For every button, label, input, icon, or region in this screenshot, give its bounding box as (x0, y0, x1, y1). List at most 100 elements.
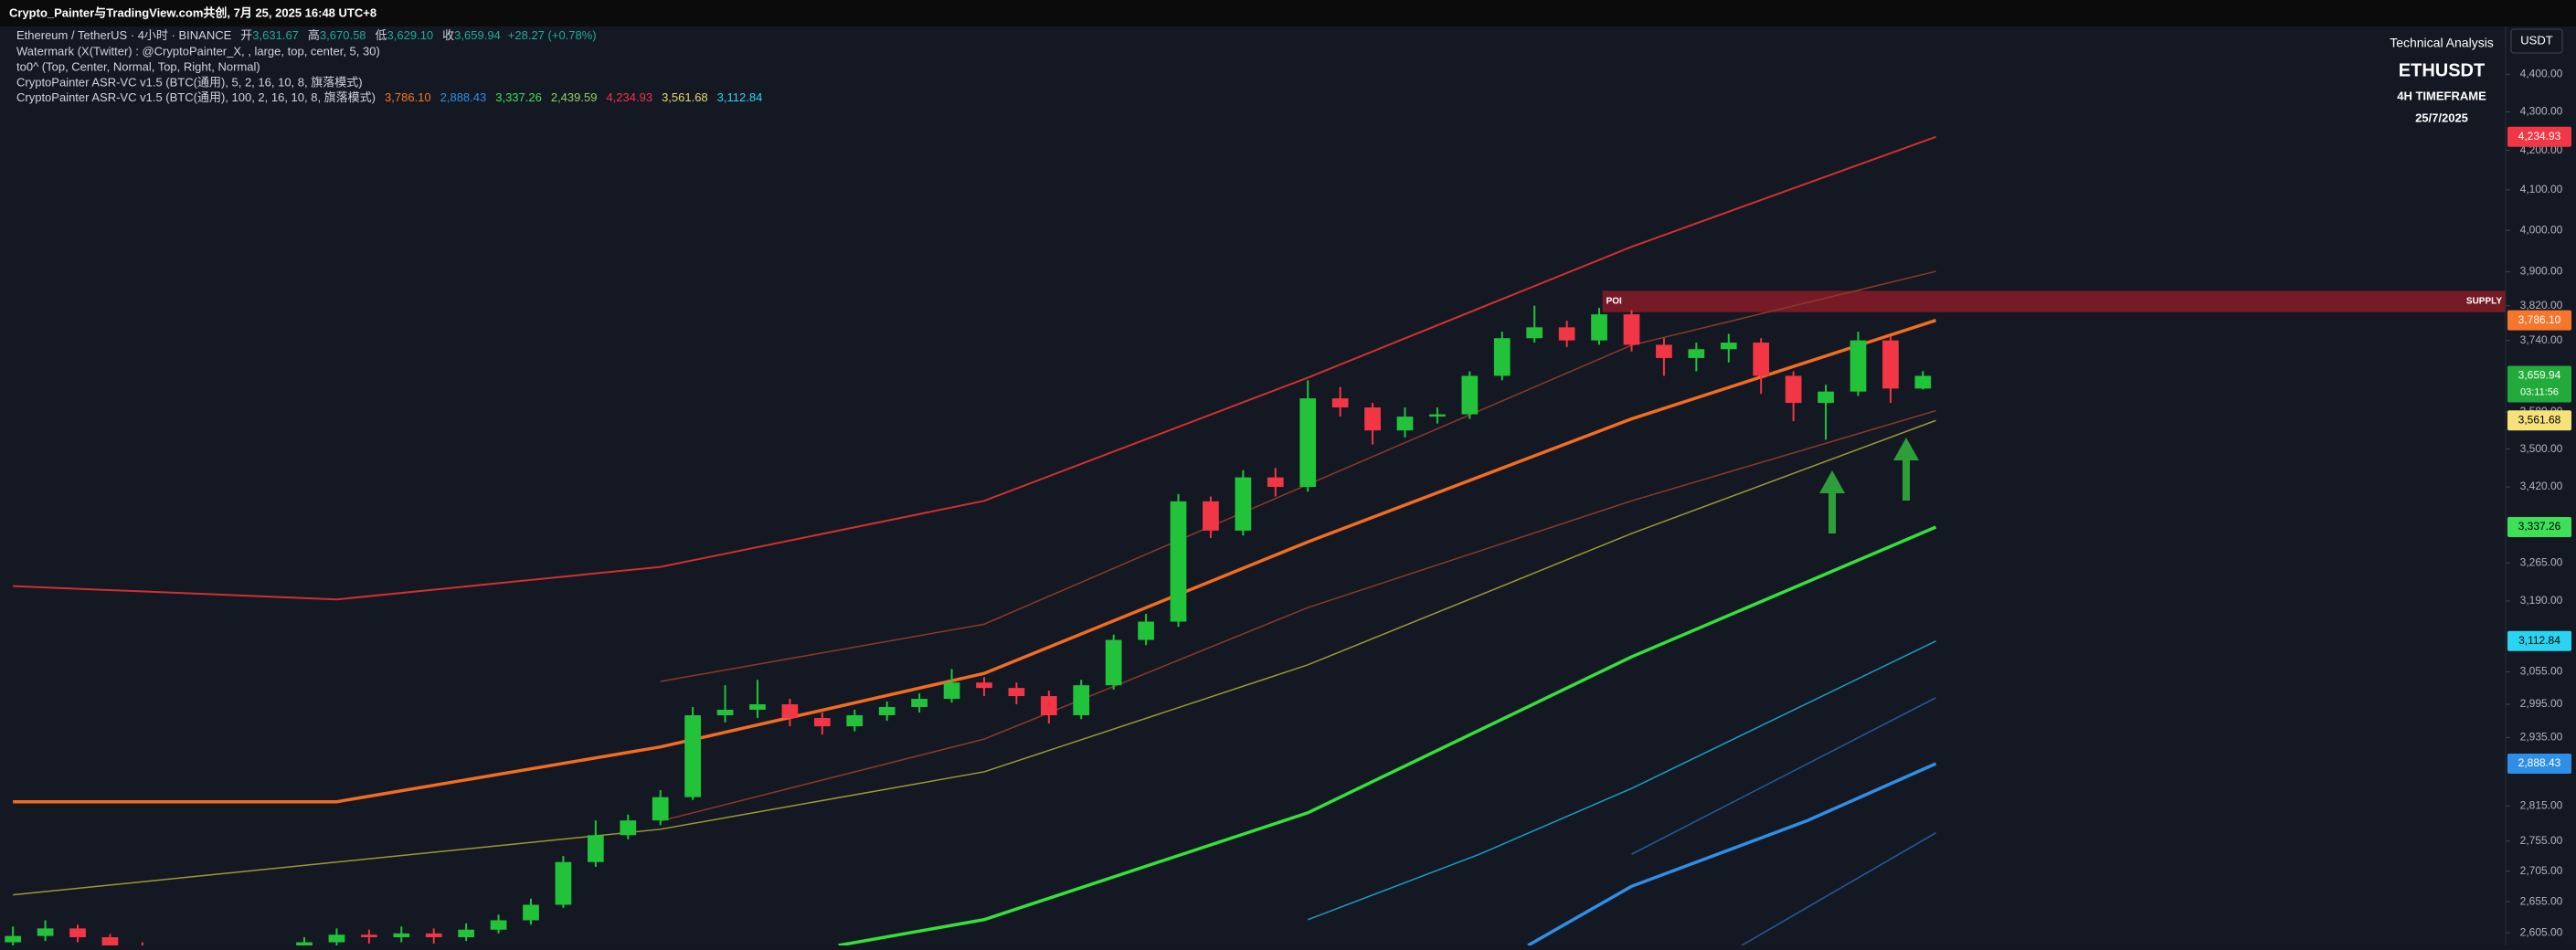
candle-body (620, 820, 637, 836)
price-tag-label: 3,786.10 (2518, 313, 2561, 326)
candle-body (846, 715, 864, 727)
change: +28.27 (+0.78%) (508, 28, 597, 42)
candle-body (1299, 398, 1317, 488)
header: Crypto_Painter与TradingView.com共创, 7月 25,… (9, 5, 376, 19)
indicator-line (1631, 697, 1936, 855)
y-tick-label: 2,935.00 (2520, 730, 2563, 743)
candle-body (1429, 414, 1446, 417)
legend-indicator: CryptoPainter ASR-VC v1.5 (BTC(通用), 100,… (16, 90, 762, 104)
candle-body (490, 920, 507, 930)
y-tick-label: 3,055.00 (2520, 665, 2563, 678)
price-tag (2507, 516, 2571, 537)
info-timeframe: 4H TIMEFRAME (2397, 89, 2486, 102)
arrow (1893, 438, 1919, 501)
indicator-line (13, 319, 1937, 804)
y-tick-label: 2,705.00 (2520, 864, 2563, 877)
candle-body (1105, 639, 1122, 686)
candle-body (1138, 621, 1154, 640)
arrow (1819, 470, 1845, 533)
y-tick-label: 4,400.00 (2520, 67, 2563, 79)
candle-body (1170, 501, 1187, 622)
y-tick-label: 2,995.00 (2520, 697, 2563, 710)
y-tick-label: 3,900.00 (2520, 265, 2563, 278)
candle-body (1882, 340, 1899, 389)
indicator-value: 3,561.68 (662, 90, 708, 104)
info-symbol: ETHUSDT (2399, 60, 2485, 80)
candle-body (425, 933, 442, 938)
candle-body (101, 937, 119, 945)
candle-body (1656, 344, 1672, 358)
supply-zone (1602, 290, 2506, 312)
y-tick-label: 3,500.00 (2520, 442, 2563, 455)
price-tag (2507, 630, 2571, 651)
legend-main: Ethereum / TetherUS · 4小时 · BINANCE 开3,63… (16, 28, 597, 42)
indicator-value: 4,234.93 (606, 90, 652, 104)
candle-body (1396, 417, 1414, 431)
price-tag-label: 3,337.26 (2518, 520, 2561, 533)
indicator-name: CryptoPainter ASR-VC v1.5 (BTC(通用), 100,… (16, 90, 376, 104)
countdown: 03:11:56 (2520, 386, 2559, 397)
legend-line: Watermark (X(Twitter) : @CryptoPainter_X… (16, 44, 380, 58)
plot-area: POI SUPPLY (5, 135, 2506, 945)
y-tick-label: 3,190.00 (2520, 594, 2563, 607)
candle-body (813, 718, 831, 727)
price-tag (2507, 126, 2571, 147)
candle-body (1235, 477, 1252, 531)
currency[interactable]: USDT (2520, 33, 2552, 47)
candle-body (1591, 314, 1607, 341)
price-tag-label: 3,561.68 (2518, 413, 2561, 426)
indicator-line (13, 135, 1936, 601)
y-tick-label: 3,265.00 (2520, 555, 2563, 568)
y-tick-label: 2,755.00 (2520, 834, 2563, 847)
ohlc-value: 3,659.94 (454, 28, 501, 42)
ohlc-key: 开 (240, 28, 252, 42)
zone-label: SUPPLY (2466, 297, 2502, 307)
legend-line: CryptoPainter ASR-VC v1.5 (BTC(通用), 5, 2… (16, 75, 363, 89)
price-tag-label: 3,659.94 (2518, 369, 2561, 382)
ohlc-key: 收 (442, 28, 454, 42)
indicator-line (1527, 762, 1937, 945)
candle-body (69, 928, 86, 938)
candle-body (1008, 688, 1025, 697)
candle-body (1720, 343, 1737, 350)
price-tag (2507, 310, 2571, 331)
price-tag (2507, 753, 2571, 774)
indicator-value: 3,112.84 (717, 90, 763, 104)
ohlc-value: 3,631.67 (252, 28, 299, 42)
candle-body (943, 682, 960, 700)
candle-body (1818, 391, 1834, 404)
candle-body (1688, 349, 1705, 358)
info-title: Technical Analysis (2390, 36, 2494, 50)
candle-body (749, 704, 766, 710)
candle-body (1850, 340, 1867, 392)
candle-body (328, 934, 345, 943)
y-tick-label: 4,300.00 (2520, 105, 2563, 118)
candle-body (361, 934, 377, 938)
candle-body (1558, 327, 1575, 341)
currency-box[interactable] (2510, 28, 2563, 54)
price-tag-label: 3,112.84 (2518, 634, 2560, 647)
y-tick-label: 2,815.00 (2520, 798, 2563, 811)
candle-body (1203, 501, 1219, 531)
ohlc-key: 低 (376, 28, 387, 42)
candle-body (1493, 338, 1511, 376)
price-tag-label: 2,888.43 (2518, 756, 2561, 769)
ohlc-key: 高 (308, 28, 320, 42)
indicator-value: 3,786.10 (385, 90, 431, 104)
candle-body (5, 935, 22, 943)
y-tick-label: 4,000.00 (2520, 223, 2563, 236)
candle-body (878, 706, 896, 716)
header-bar (0, 0, 2576, 26)
indicator-line (838, 525, 1937, 945)
legend-symbol: Ethereum / TetherUS · 4小时 · BINANCE (16, 28, 232, 42)
candle-body (781, 704, 799, 719)
ohlc-value: 3,670.58 (320, 28, 366, 42)
candle-body (1623, 314, 1640, 345)
candle-body (393, 933, 410, 938)
indicator-line (660, 409, 1936, 822)
candle-body (1073, 685, 1090, 716)
y-tick-label: 4,100.00 (2520, 183, 2563, 195)
y-tick-label: 3,820.00 (2520, 299, 2563, 311)
